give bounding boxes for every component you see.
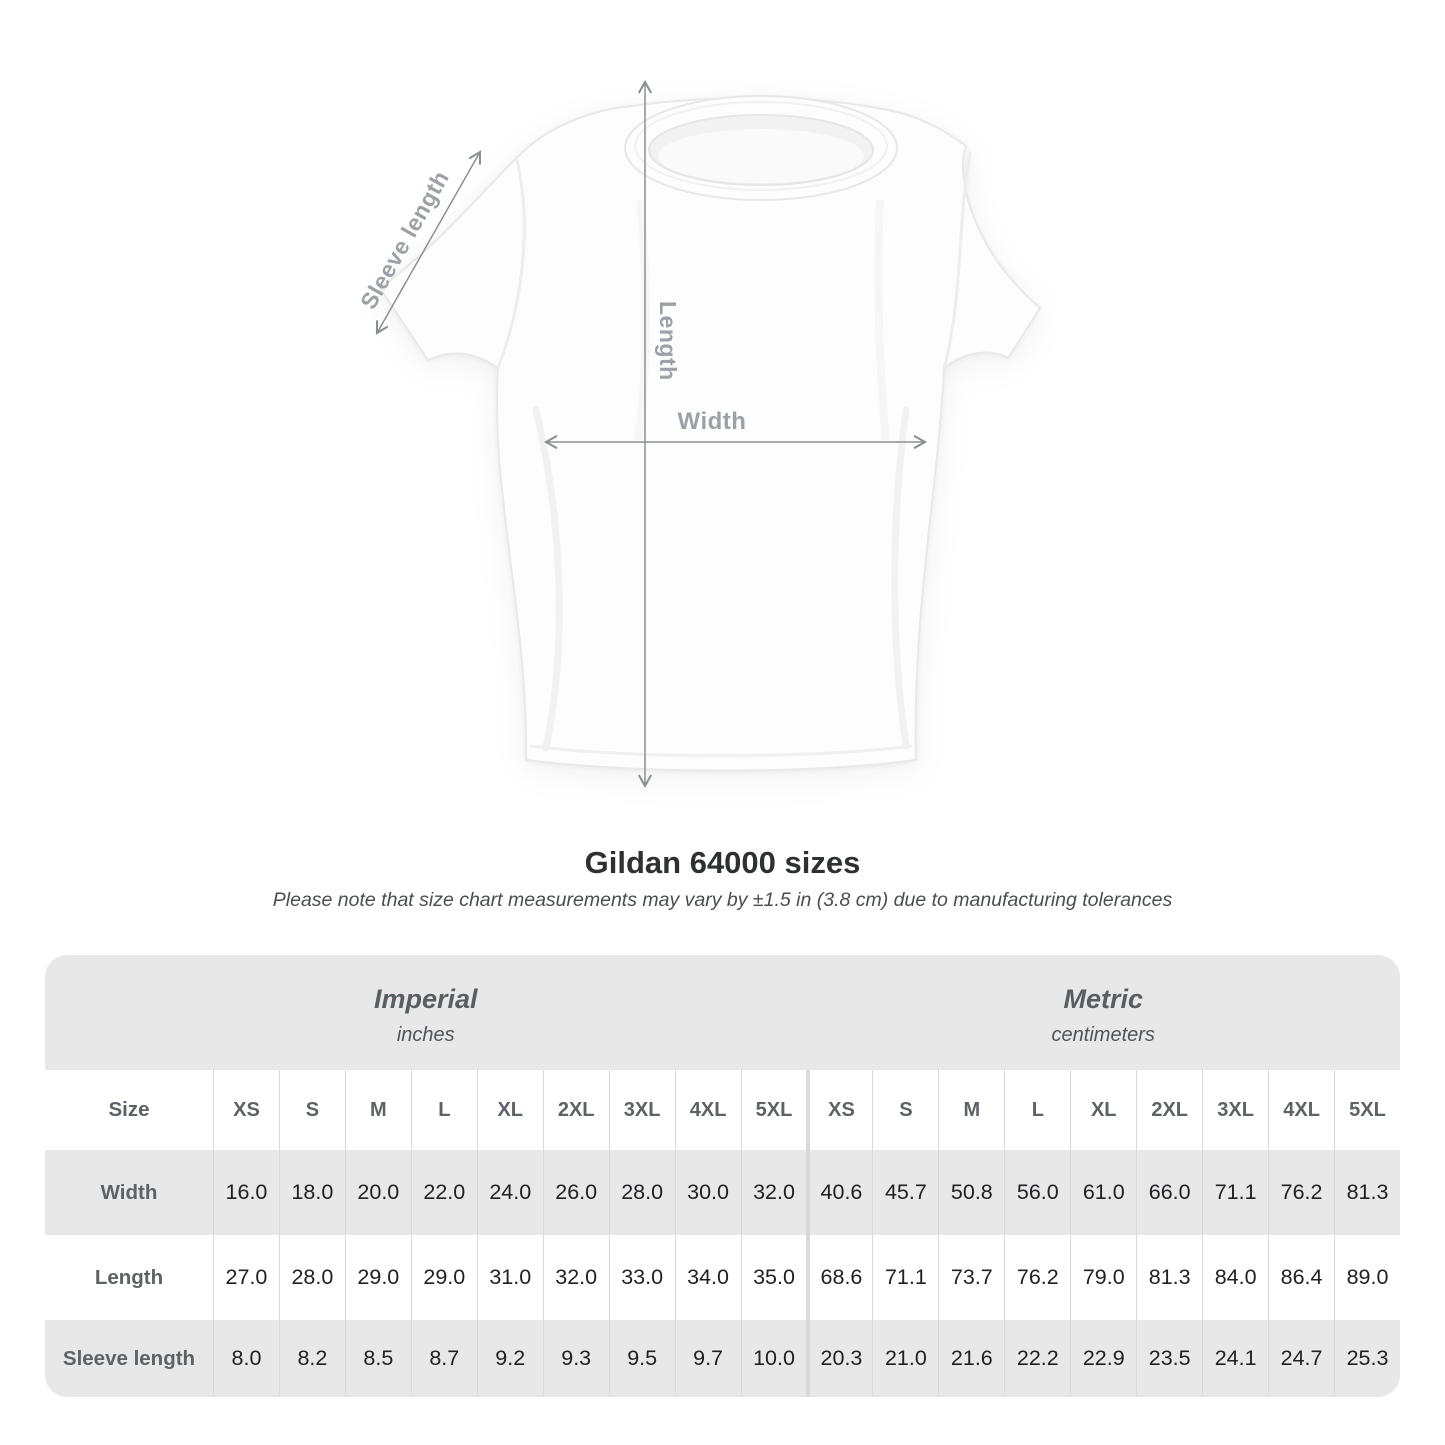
length-value-cell: 81.3 [1136,1235,1202,1320]
width-value-cell: 76.2 [1268,1150,1335,1235]
sleeve-value-cell: 8.5 [344,1320,411,1397]
length-value-cell: 31.0 [476,1235,543,1320]
size-col-header: 2XL [1136,1070,1202,1150]
metric-group-header: Metric centimeters [806,955,1400,1070]
width-value-cell: 40.6 [806,1150,873,1235]
width-value-cell: 45.7 [872,1150,939,1235]
length-label: Length [655,301,681,381]
size-row-label: Size [108,1098,150,1121]
width-label: Width [677,408,747,435]
size-col-header: XS [806,1070,872,1150]
length-value-cell: 76.2 [1004,1235,1070,1320]
width-value-cell: 61.0 [1070,1150,1137,1235]
width-value-cell: 28.0 [608,1150,675,1235]
size-col-header: 4XL [674,1070,741,1150]
size-table: Imperial inches Metric centimeters Size … [45,955,1400,1397]
size-col-header: XS [213,1070,279,1150]
size-col-header: XL [476,1070,543,1150]
width-value-cell: 66.0 [1136,1150,1203,1235]
size-col-header: 5XL [1334,1070,1400,1150]
page-title: Gildan 64000 sizes [584,845,861,880]
size-col-header: S [872,1070,938,1150]
width-value-cell: 20.0 [344,1150,411,1235]
length-value-cell: 33.0 [608,1235,675,1320]
sleeve-value-cell: 21.6 [938,1320,1005,1397]
length-value-cell: 34.0 [674,1235,741,1320]
length-value-cell: 29.0 [344,1235,411,1320]
width-value-cell: 26.0 [542,1150,609,1235]
tshirt-shape [378,95,1042,772]
size-col-header: 4XL [1268,1070,1334,1150]
size-col-header: M [344,1070,411,1150]
row-label-length: Length [94,1265,164,1289]
size-col-header: XL [1070,1070,1136,1150]
row-label-sleeve-length: Sleeve length [45,1320,213,1397]
sleeve-value-cell: 9.2 [476,1320,543,1397]
width-value-cell: 30.0 [674,1150,741,1235]
length-value-cell: 28.0 [278,1235,345,1320]
sleeve-value-cell: 22.9 [1070,1320,1137,1397]
width-value-cell: 32.0 [740,1150,807,1235]
sleeve-value-cell: 8.7 [410,1320,477,1397]
length-value-cell: 68.6 [806,1235,872,1320]
tshirt-diagram [340,60,1060,820]
size-col-header: L [410,1070,477,1150]
sleeve-value-cell: 10.0 [740,1320,807,1397]
length-value-cell: 29.0 [410,1235,477,1320]
width-value-cell: 18.0 [278,1150,345,1235]
sleeve-length-arrow [375,150,482,335]
sleeve-value-cell: 23.5 [1136,1320,1203,1397]
length-value-cell: 73.7 [938,1235,1004,1320]
sleeve-value-cell: 24.7 [1268,1320,1335,1397]
width-value-cell: 81.3 [1334,1150,1400,1235]
tshirt-collar [624,95,898,201]
tshirt-illustration [375,79,1042,789]
size-col-header: 3XL [608,1070,675,1150]
sleeve-value-cell: 8.2 [278,1320,345,1397]
sleeve-value-cell: 24.1 [1202,1320,1269,1397]
length-value-cell: 32.0 [542,1235,609,1320]
length-value-cell: 35.0 [740,1235,807,1320]
sleeve-value-cell: 21.0 [872,1320,939,1397]
metric-unit: centimeters [1051,1024,1155,1046]
sleeve-value-cell: 8.0 [213,1320,279,1397]
imperial-title: Imperial [373,984,478,1014]
width-value-cell: 16.0 [213,1150,279,1235]
sleeve-value-cell: 22.2 [1004,1320,1071,1397]
imperial-unit: inches [396,1024,455,1046]
sleeve-value-cell: 9.7 [674,1320,741,1397]
sleeve-value-cell: 20.3 [806,1320,873,1397]
width-value-cell: 50.8 [938,1150,1005,1235]
metric-title: Metric [1063,984,1143,1014]
length-value-cell: 89.0 [1334,1235,1400,1320]
row-label-width: Width [45,1150,213,1235]
width-value-cell: 71.1 [1202,1150,1269,1235]
size-col-header: L [1004,1070,1070,1150]
width-value-cell: 56.0 [1004,1150,1071,1235]
imperial-group-header: Imperial inches [45,955,807,1070]
length-value-cell: 86.4 [1268,1235,1334,1320]
sleeve-value-cell: 25.3 [1334,1320,1400,1397]
sleeve-value-cell: 9.3 [542,1320,609,1397]
size-col-header: 2XL [542,1070,609,1150]
length-value-cell: 27.0 [213,1235,279,1320]
size-col-header: 3XL [1202,1070,1268,1150]
sleeve-value-cell: 9.5 [608,1320,675,1397]
width-value-cell: 24.0 [476,1150,543,1235]
size-col-header: M [938,1070,1004,1150]
length-value-cell: 71.1 [872,1235,938,1320]
tolerance-note: Please note that size chart measurements… [272,889,1173,911]
length-value-cell: 84.0 [1202,1235,1268,1320]
length-value-cell: 79.0 [1070,1235,1136,1320]
width-value-cell: 22.0 [410,1150,477,1235]
size-col-header: S [278,1070,345,1150]
size-col-header: 5XL [740,1070,807,1150]
